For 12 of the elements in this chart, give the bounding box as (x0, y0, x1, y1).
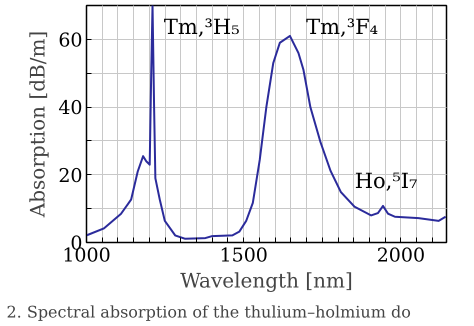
text: 2. Spectral absorption of the thulium–holmium do (6, 302, 411, 322)
annotation: Tm,³F₄ (306, 14, 378, 39)
line-series (86, 6, 446, 240)
y-tick-label: 60 (58, 29, 83, 52)
x-tick-label: 2000 (376, 244, 426, 266)
annotation: Ho,⁵I₇ (354, 168, 418, 193)
y-tick-label: 20 (58, 164, 83, 187)
y-tick-label: 40 (58, 97, 83, 120)
x-tick-label: 1500 (220, 244, 268, 266)
x-axis-title: Wavelength [nm] (180, 268, 353, 292)
annotation: Tm,³H₅ (164, 14, 240, 39)
y-axis-title: Absorption [dB/m] (25, 30, 50, 218)
